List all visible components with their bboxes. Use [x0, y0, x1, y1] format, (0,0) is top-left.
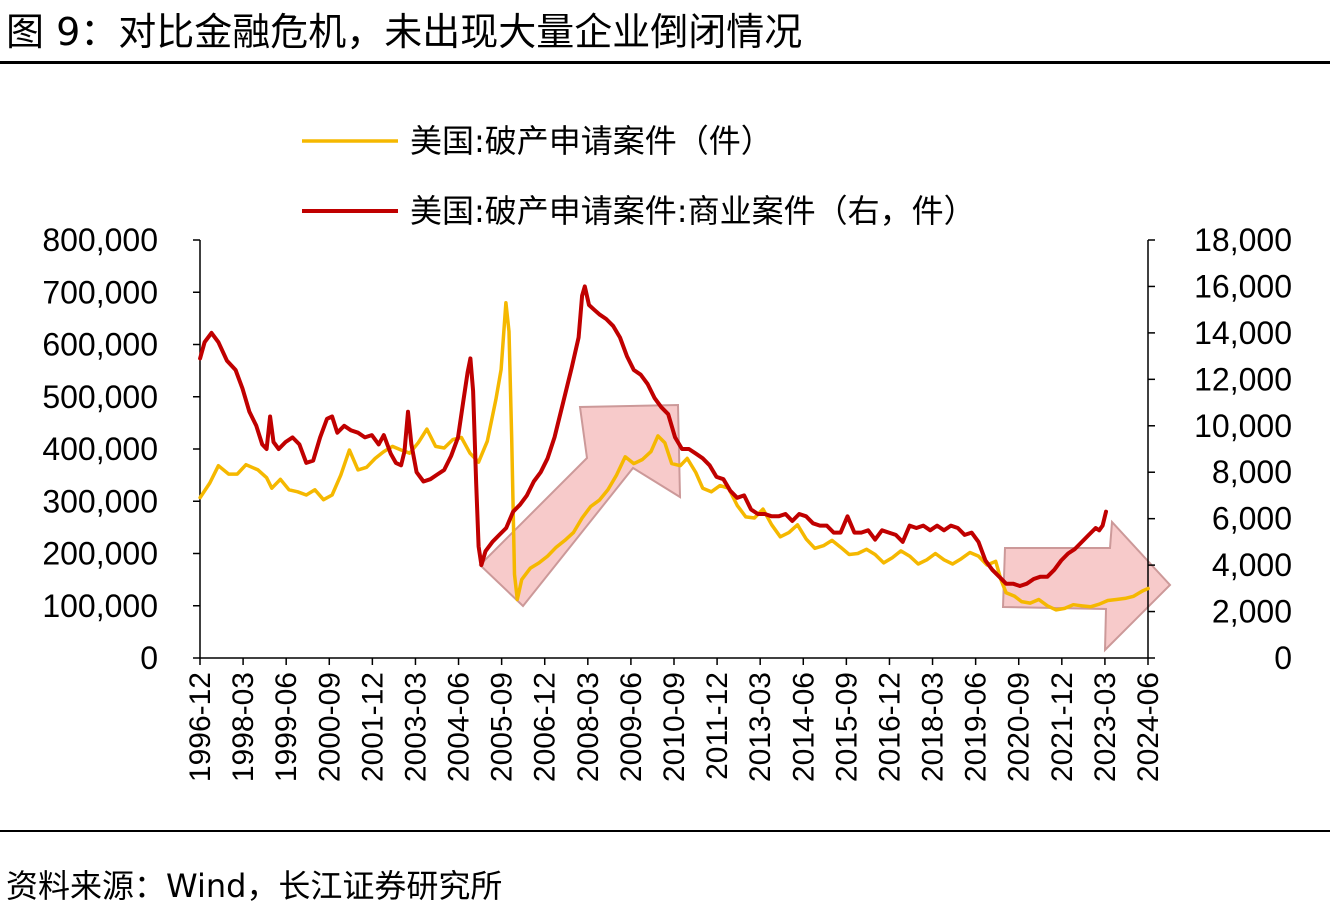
annotation-arrow-2: [1001, 519, 1172, 653]
y-right-tick-label: 12,000: [1194, 361, 1292, 397]
y-right-tick-label: 8,000: [1212, 454, 1292, 490]
y-right-tick-label: 16,000: [1194, 268, 1292, 304]
source-note: 资料来源：Wind，长江证券研究所: [6, 867, 503, 905]
x-tick-label: 1998-03: [227, 672, 260, 782]
legend: 美国:破产申请案件（件） 美国:破产申请案件:商业案件（右，件）: [302, 122, 976, 230]
x-tick-label: 2019-06: [960, 672, 993, 782]
top-rule: [0, 61, 1330, 64]
x-tick-label: 2014-06: [787, 672, 820, 782]
y-right-tick-label: 0: [1274, 640, 1292, 676]
x-tick-label: 2008-03: [572, 672, 605, 782]
x-tick-label: 2021-12: [1046, 672, 1079, 782]
x-tick-label: 2016-12: [873, 672, 906, 782]
annotation-arrows: [478, 403, 1172, 653]
y-right-tick-label: 14,000: [1194, 315, 1292, 351]
x-tick-label: 2003-03: [399, 672, 432, 782]
y-left-tick-label: 0: [140, 640, 158, 676]
x-tick-label: 2010-09: [658, 672, 691, 782]
y-left-tick-label: 400,000: [42, 431, 158, 467]
series-line-total-filings: [198, 300, 1150, 612]
legend-label: 美国:破产申请案件（件）: [410, 122, 773, 160]
y-right-tick-label: 6,000: [1212, 501, 1292, 537]
y-right-tick-label: 4,000: [1212, 547, 1292, 583]
x-tick-label: 1996-12: [184, 672, 217, 782]
x-tick-label: 2005-09: [486, 672, 519, 782]
x-tick-label: 2001-12: [356, 672, 389, 782]
x-tick-label: 2009-06: [615, 672, 648, 782]
y-left-tick-label: 200,000: [42, 536, 158, 572]
x-tick-label: 2013-03: [744, 672, 777, 782]
x-tick-label: 2011-12: [701, 672, 734, 780]
y-left-tick-label: 700,000: [42, 274, 158, 310]
x-tick-label: 2023-03: [1089, 672, 1122, 782]
series-line-business-filings: [198, 284, 1108, 588]
x-tick-label: 2018-03: [917, 672, 950, 782]
x-tick-label: 1999-06: [270, 672, 303, 782]
y-left-tick-label: 100,000: [42, 588, 158, 624]
y-right-tick-label: 2,000: [1212, 594, 1292, 630]
legend-label: 美国:破产申请案件:商业案件（右，件）: [410, 192, 976, 230]
x-tick-label: 2000-09: [313, 672, 346, 782]
x-tick-label: 2006-12: [529, 672, 562, 782]
bottom-rule: [0, 830, 1330, 832]
series-lines: [198, 284, 1150, 612]
y-left-tick-label: 800,000: [42, 222, 158, 258]
y-right-tick-label: 18,000: [1194, 222, 1292, 258]
axes: 800,000 700,000 600,000 500,000 400,000 300,0…: [42, 222, 1292, 782]
x-tick-label: 2020-09: [1003, 672, 1036, 782]
y-left-tick-label: 300,000: [42, 483, 158, 519]
x-tick-label: 2024-06: [1132, 672, 1165, 782]
x-tick-label: 2015-09: [830, 672, 863, 782]
y-right-tick-label: 10,000: [1194, 408, 1292, 444]
y-left-tick-label: 500,000: [42, 379, 158, 415]
figure-title: 图 9：对比金融危机，未出现大量企业倒闭情况: [6, 10, 803, 54]
annotation-arrow-1: [478, 403, 682, 608]
x-tick-label: 2004-06: [443, 672, 476, 782]
y-left-tick-label: 600,000: [42, 327, 158, 363]
